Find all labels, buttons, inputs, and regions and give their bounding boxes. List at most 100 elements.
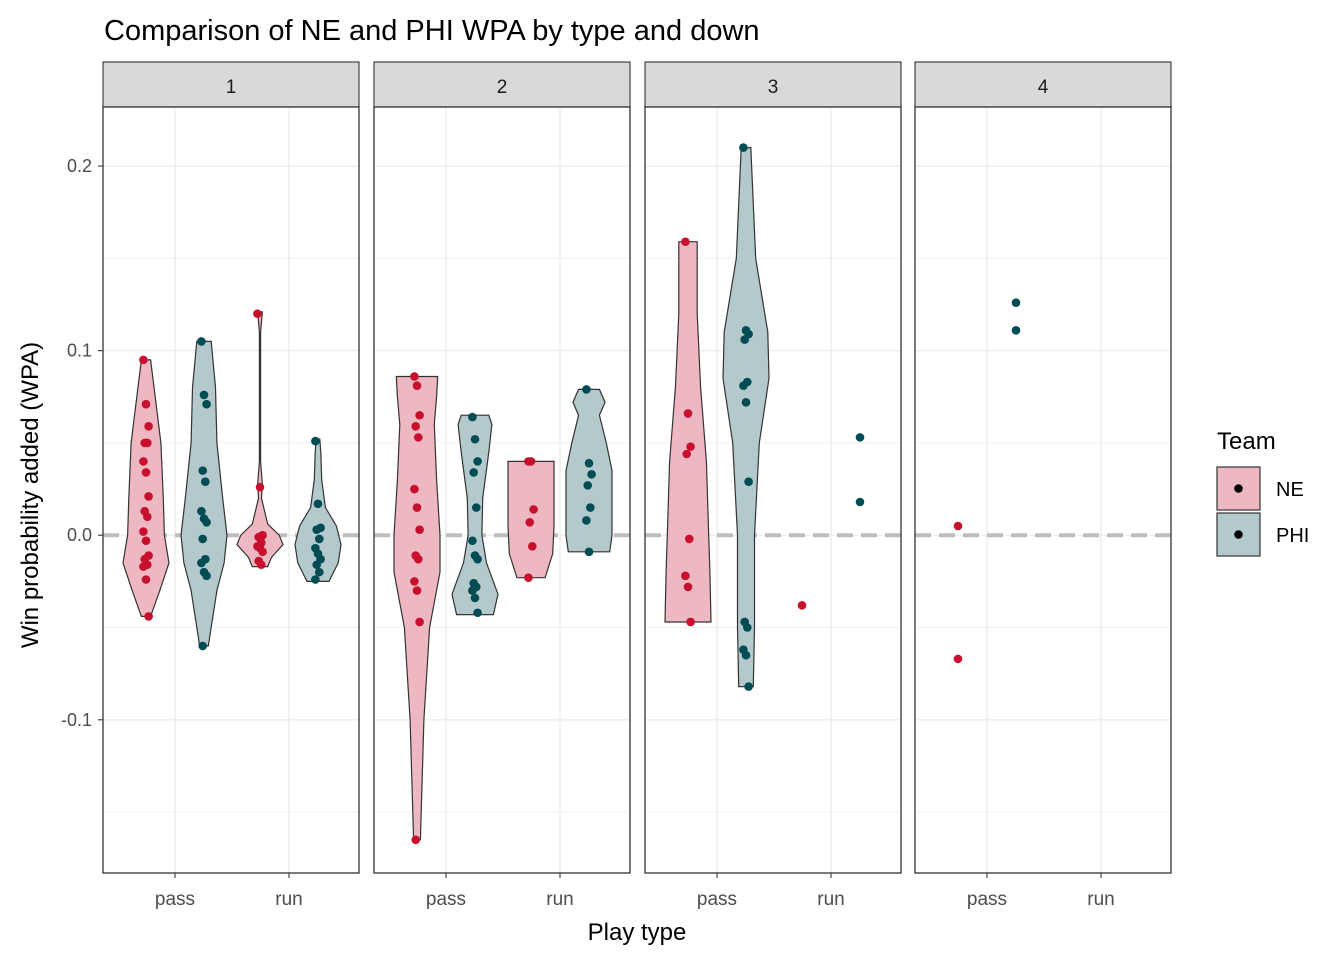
facet-panel-2: 2 pass run [373,61,631,910]
data-point-phi [1011,326,1021,335]
data-point-ne [410,484,419,494]
data-point-ne [139,527,148,536]
data-point-phi [586,503,595,512]
facet-strip [644,61,902,108]
y-tick-label: 0.1 [67,341,92,361]
data-point-ne [797,601,807,610]
x-tick-label: run [275,889,302,910]
data-point-ne [144,612,153,621]
facet-panel-4: 4 pass run [914,61,1172,910]
data-point-ne [414,433,423,442]
data-point-ne [412,503,422,512]
data-point-phi [744,477,753,486]
y-axis-label: Win probability added (WPA) [17,342,44,648]
data-point-ne [953,654,963,664]
legend-title: Team [1217,428,1276,455]
data-point-phi [315,567,324,577]
data-point-ne [686,617,695,627]
panel-border [914,106,1172,874]
data-point-phi [584,458,594,468]
y-tick-label: -0.1 [61,710,92,730]
data-point-phi [470,434,480,444]
data-point-phi [587,470,596,479]
x-tick-label: run [1087,889,1114,910]
data-point-ne [141,575,151,584]
data-point-ne [411,422,421,431]
data-point-phi [855,433,865,442]
facet-strip [102,61,360,108]
data-point-phi [197,558,206,568]
data-point-phi [739,143,748,152]
data-point-phi [584,547,594,557]
legend-key-point [1234,484,1243,493]
data-point-ne [143,438,152,448]
data-point-ne [253,309,262,319]
x-tick-label: pass [697,889,737,910]
data-point-phi [312,560,322,570]
data-point-phi [202,399,211,409]
x-axis-label: Play type [588,919,687,946]
data-point-phi [201,477,210,486]
data-point-phi [312,525,322,534]
data-point-ne [412,586,422,595]
panel-background [915,107,1171,873]
data-point-phi [311,436,320,446]
data-point-ne [258,547,267,557]
data-point-phi [468,412,477,422]
data-point-phi [743,623,752,632]
data-point-phi [468,586,477,595]
data-point-phi [473,608,482,618]
data-point-phi [311,575,320,584]
data-point-ne [526,457,536,466]
data-point-phi [473,457,482,466]
data-point-phi [199,390,209,400]
data-point-phi [469,468,479,477]
legend-key-point [1234,530,1243,539]
data-point-ne [525,518,534,527]
x-tick-label: pass [967,889,1007,910]
chart-title: Comparison of NE and PHI WPA by type and… [104,15,760,47]
violin-ne-pass [664,241,712,623]
panel-border [644,106,902,874]
data-point-ne [529,505,538,514]
legend-entry-label: PHI [1276,525,1309,547]
data-point-ne [139,355,148,365]
facet-panel-3: 3 pass run [644,61,902,910]
data-point-ne [141,536,151,546]
data-point-phi [197,506,206,516]
data-point-ne [139,457,148,466]
data-point-ne [144,492,153,501]
x-tick-label: pass [155,889,195,910]
data-point-ne [414,554,423,564]
data-point-phi [315,534,324,544]
data-point-phi [468,536,477,546]
data-point-ne [141,399,151,409]
violin-ne-pass [393,375,441,841]
data-point-phi [744,682,753,691]
violin-phi-pass [451,414,499,616]
data-point-phi [741,650,751,660]
facet-strip-label: 4 [1038,77,1049,98]
data-point-phi [740,335,749,344]
x-tick-label: run [817,889,844,910]
data-point-phi [855,497,865,507]
data-point-ne [683,409,693,418]
data-point-ne [412,381,422,391]
data-point-phi [198,534,207,544]
panel-border [102,106,360,874]
data-point-phi [202,518,211,527]
data-point-phi [202,571,211,581]
data-point-phi [1011,298,1021,307]
data-point-phi [313,499,323,509]
data-point-phi [739,381,748,391]
facet-panel-1: 1 pass run [102,61,360,910]
data-point-ne [255,482,265,492]
data-point-ne [682,449,691,459]
data-point-ne [410,372,419,381]
facet-strip [373,61,631,108]
violin-phi-pass [180,340,228,647]
violin-phi-run [565,388,613,553]
data-point-ne [685,534,694,544]
panel-border [373,106,631,874]
